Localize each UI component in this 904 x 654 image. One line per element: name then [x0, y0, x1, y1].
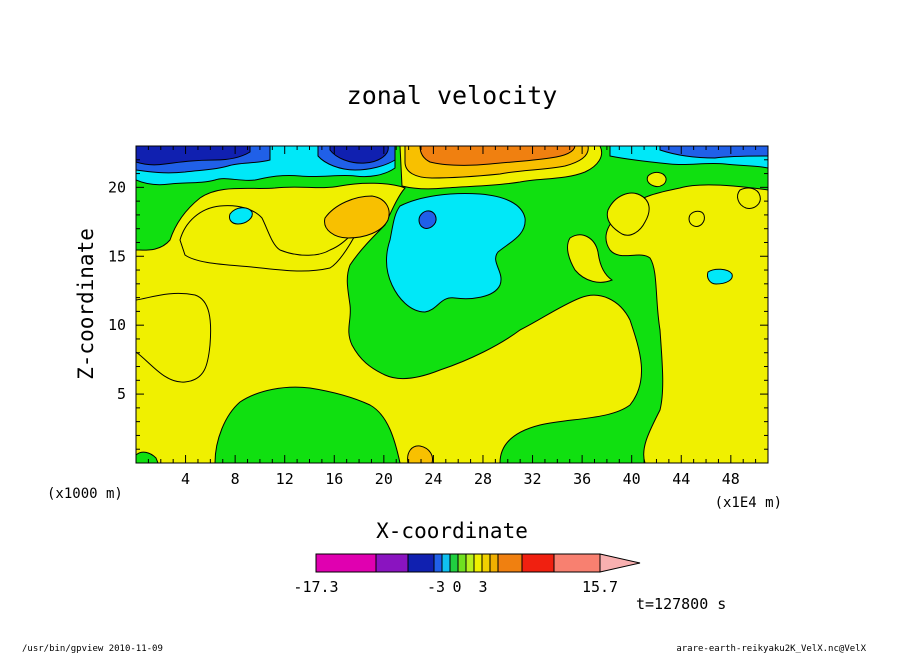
colorbar-tick-label: 0	[452, 578, 461, 596]
colorbar-tick-label: -17.3	[293, 578, 338, 596]
x-unit-label: (x1E4 m)	[715, 495, 782, 511]
x-tick-label: 16	[325, 470, 343, 488]
colorbar-segment	[449, 553, 459, 573]
contour-region	[646, 171, 667, 187]
colorbar-segment	[465, 553, 475, 573]
footer-left: /usr/bin/gpview 2010-11-09	[22, 644, 163, 654]
x-tick-label: 24	[424, 470, 442, 488]
plot-frame	[135, 145, 769, 464]
colorbar-arrow	[599, 553, 641, 573]
contour-field	[136, 146, 768, 463]
x-tick-label: 8	[231, 470, 240, 488]
contour-region	[229, 207, 253, 225]
colorbar-segment	[521, 553, 555, 573]
x-tick-label: 48	[722, 470, 740, 488]
contour-region	[329, 146, 389, 164]
contour-region	[418, 210, 437, 229]
y-tick-label: 20	[108, 178, 126, 196]
colorbar-segment	[315, 553, 377, 573]
x-tick-label: 4	[181, 470, 190, 488]
contour-region	[737, 187, 761, 209]
contour-region	[659, 146, 768, 159]
y-tick-label: 10	[108, 316, 126, 334]
x-tick-label: 40	[623, 470, 641, 488]
colorbar-segment	[457, 553, 467, 573]
colorbar-segment	[441, 553, 451, 573]
colorbar-segment	[497, 553, 523, 573]
contour-region	[707, 268, 733, 285]
colorbar-segment	[489, 553, 499, 573]
contour-region	[214, 386, 401, 463]
chart-title: zonal velocity	[347, 81, 558, 110]
colorbar-segment	[553, 553, 601, 573]
contour-region	[136, 146, 251, 166]
contour-region	[419, 146, 576, 166]
colorbar-segment	[375, 553, 409, 573]
contour-region	[688, 210, 705, 227]
colorbar: -17.3 -3 0 3 15.7	[293, 553, 641, 596]
colorbar-segment	[407, 553, 435, 573]
colorbar-segment	[481, 553, 491, 573]
contour-region	[136, 146, 768, 463]
colorbar-segment	[433, 553, 443, 573]
x-axis-label: X-coordinate	[376, 519, 528, 543]
colorbar-tick-label: 15.7	[582, 578, 618, 596]
colorbar-tick-label: -3	[427, 578, 445, 596]
x-tick-label: 36	[573, 470, 591, 488]
contour-region	[136, 292, 212, 383]
time-label: t=127800 s	[636, 595, 726, 613]
x-tick-label: 44	[672, 470, 690, 488]
y-unit-label: (x1000 m)	[47, 486, 123, 502]
footer-right: arare-earth-reikyaku2K_VelX.nc@VelX	[676, 644, 866, 654]
x-tick-label: 32	[524, 470, 542, 488]
y-tick-label: 5	[117, 385, 126, 403]
contour-region	[324, 195, 390, 239]
y-axis: 5 10 15 20	[108, 159, 768, 450]
y-axis-label: Z-coordinate	[74, 228, 98, 380]
contour-region	[606, 192, 650, 236]
colorbar-tick-label: 3	[478, 578, 487, 596]
x-tick-label: 28	[474, 470, 492, 488]
colorbar-segment	[473, 553, 483, 573]
contour-region	[407, 445, 433, 463]
x-tick-label: 20	[375, 470, 393, 488]
contour-region	[179, 205, 360, 272]
y-tick-label: 15	[108, 247, 126, 265]
x-axis: 4 8 12 16 20 24 28 32 36 40 44 48	[147, 146, 757, 488]
contour-region	[567, 234, 614, 283]
x-tick-label: 12	[276, 470, 294, 488]
